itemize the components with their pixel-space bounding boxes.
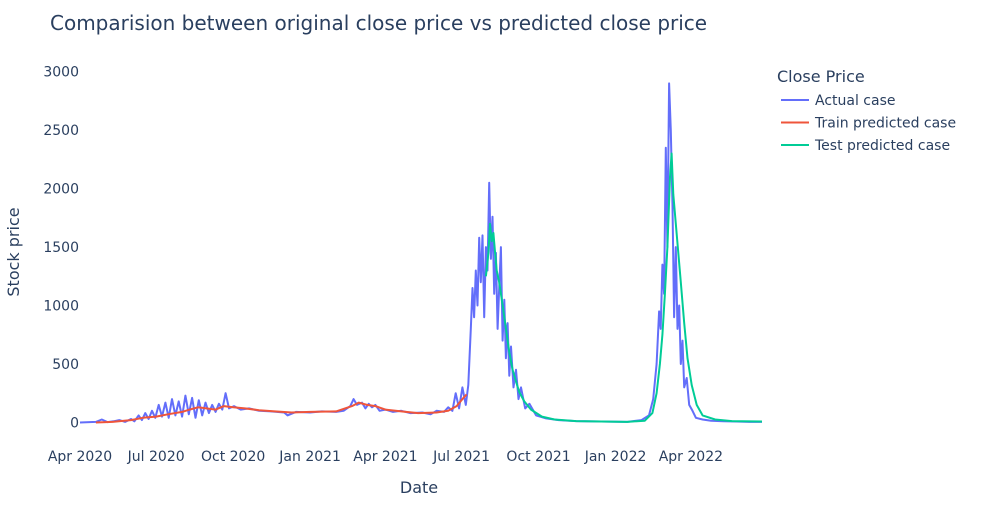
legend-item[interactable]: Actual case [781, 93, 896, 109]
y-axis-title: Stock price [4, 207, 23, 296]
x-tick-label: Apr 2022 [659, 449, 723, 465]
y-tick-label: 0 [70, 415, 79, 431]
x-tick-label: Jan 2021 [278, 449, 341, 465]
y-tick-label: 3000 [43, 65, 79, 81]
legend-item[interactable]: Train predicted case [781, 116, 956, 132]
legend-label: Train predicted case [814, 116, 956, 132]
legend-label: Test predicted case [814, 138, 950, 154]
x-tick-label: Apr 2020 [48, 449, 112, 465]
plot-area [79, 82, 763, 424]
x-tick-label: Apr 2021 [353, 449, 417, 465]
y-axis-ticks: 0 500 1000 1500 2000 2500 3000 [43, 65, 79, 432]
series-line [95, 393, 468, 424]
series-line [79, 82, 762, 424]
x-tick-label: Oct 2021 [506, 449, 570, 465]
legend-title: Close Price [777, 67, 865, 86]
x-tick-label: Oct 2020 [201, 449, 265, 465]
y-tick-label: 2000 [43, 182, 79, 198]
chart-title: Comparision between original close price… [50, 11, 707, 35]
legend-item[interactable]: Test predicted case [781, 138, 950, 154]
x-axis-ticks: Apr 2020 Jul 2020 Oct 2020 Jan 2021 Apr 2021… [48, 449, 723, 465]
legend-label: Actual case [815, 93, 896, 109]
legend[interactable]: Close Price Actual case Train predicted c… [777, 67, 956, 154]
x-tick-label: Jul 2021 [432, 449, 490, 465]
y-tick-label: 1500 [43, 240, 79, 256]
y-tick-label: 500 [52, 357, 79, 373]
x-axis-title: Date [400, 478, 438, 497]
series-line [484, 152, 763, 423]
y-tick-label: 1000 [43, 299, 79, 315]
x-tick-label: Jan 2022 [584, 449, 647, 465]
y-tick-label: 2500 [43, 123, 79, 139]
x-tick-label: Jul 2020 [127, 449, 185, 465]
